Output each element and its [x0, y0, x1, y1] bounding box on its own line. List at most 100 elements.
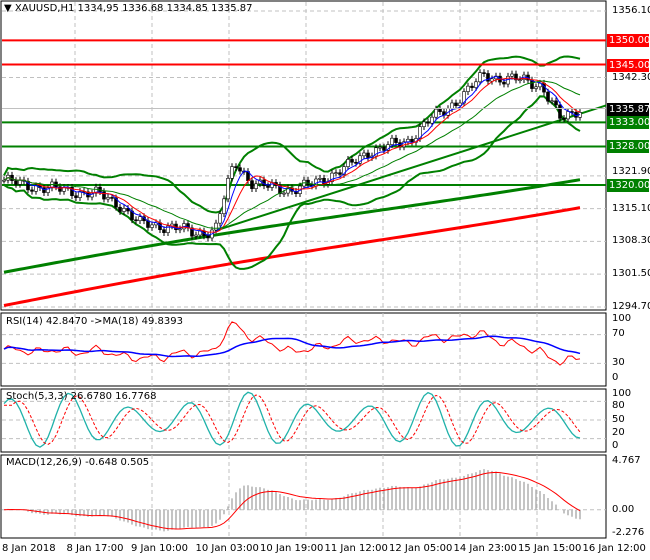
candle-body: [222, 198, 226, 214]
candle-body: [518, 79, 522, 81]
time-axis-label: 11 Jan 12:00: [324, 543, 388, 554]
time-axis-label: 15 Jan 15:00: [518, 543, 582, 554]
candle-body: [470, 85, 474, 88]
candle-body: [230, 166, 234, 179]
stoch-main-line: [3, 391, 581, 448]
current-price-tag: 1335.87: [607, 102, 650, 116]
macd-signal-line: [3, 471, 581, 530]
candle-body: [206, 235, 210, 239]
candle-body: [194, 234, 198, 237]
candle-body: [34, 185, 38, 192]
candle-body: [378, 146, 382, 149]
ohlc-values: 1334,95 1336.68 1334.85 1335.87: [77, 3, 253, 14]
candle-body: [58, 186, 62, 192]
price-axis-label: 1315.10: [612, 202, 650, 214]
candle-body: [422, 121, 426, 127]
candle-body: [350, 159, 354, 163]
candle-body: [14, 180, 18, 185]
time-axis-label: 10 Jan 03:00: [195, 543, 259, 554]
level-tag: 1320.00: [607, 179, 650, 192]
candle-body: [126, 208, 130, 212]
stoch-axis-label: 80: [612, 400, 625, 411]
bollinger-upper: [3, 55, 581, 214]
candle-body: [330, 172, 334, 182]
time-axis-label: 8 Jan 17:00: [66, 543, 124, 554]
bollinger-lower: [3, 95, 581, 270]
candle-body: [558, 104, 562, 119]
rsi-title: RSI(14) 42.8470 ->MA(18) 49.8393: [6, 316, 183, 327]
candle-body: [554, 100, 558, 106]
level-tag: 1333.00: [607, 116, 650, 130]
stoch-axis-label: 50: [612, 414, 625, 425]
rsi-axis-label: 30: [612, 357, 625, 368]
candle-body: [138, 216, 142, 221]
candle-body: [502, 81, 506, 85]
candle-body: [434, 108, 438, 118]
macd-axis-label: -2.276: [612, 527, 645, 538]
candle-body: [294, 191, 298, 194]
macd-axis-label: 4.767: [612, 455, 641, 466]
rsi-ma-line: [3, 335, 581, 358]
rsi-line: [3, 321, 581, 366]
candle-body: [550, 100, 554, 103]
candle-body: [458, 102, 462, 106]
rsi-axis-label: 0: [612, 372, 619, 383]
candle-body: [166, 225, 170, 233]
dropdown-triangle-icon[interactable]: ▼: [4, 3, 12, 14]
candle-body: [342, 166, 346, 175]
candle-body: [466, 85, 470, 92]
price-axis-label: 1342.30: [612, 71, 650, 83]
level-tag: 1328.00: [607, 140, 650, 154]
candle-body: [134, 219, 138, 222]
price-axis-label: 1356.10: [612, 5, 650, 16]
price-axis-label: 1308.30: [612, 235, 650, 247]
candle-body: [478, 72, 482, 83]
stoch-axis-label: 20: [612, 427, 625, 438]
price-axis-label: 1294.70: [612, 300, 650, 312]
candle-body: [334, 172, 338, 174]
candle-body: [214, 222, 218, 231]
candle-body: [18, 179, 22, 185]
candle-body: [250, 180, 254, 189]
candle-body: [338, 172, 342, 175]
ma200-line: [3, 178, 581, 274]
stoch-axis-label: 100: [612, 388, 632, 399]
time-axis-label: 16 Jan 12:00: [582, 543, 646, 554]
candle-body: [546, 91, 550, 102]
candle-body: [534, 86, 538, 89]
candle-body: [70, 187, 74, 196]
candle-body: [114, 197, 118, 208]
candle-body: [362, 152, 366, 157]
candle-body: [426, 121, 430, 124]
candle-body: [486, 73, 490, 82]
candle-body: [562, 118, 566, 120]
candle-body: [410, 138, 414, 143]
candle-body: [482, 72, 486, 74]
candle-body: [366, 152, 370, 158]
candle-body: [254, 183, 258, 189]
macd-axis-label: 0.00: [612, 503, 635, 515]
candle-body: [234, 166, 238, 168]
candle-body: [162, 229, 166, 233]
candle-body: [454, 102, 458, 106]
candle-body: [226, 177, 230, 200]
level-tag: 1350.00: [607, 34, 650, 48]
candle-body: [418, 126, 422, 139]
panel-frame: [0, 454, 607, 539]
candle-body: [450, 102, 454, 109]
level-tag: 1345.00: [607, 58, 650, 72]
candle-body: [110, 197, 114, 199]
candle-body: [94, 186, 98, 194]
candle-body: [390, 137, 394, 145]
candle-body: [394, 137, 398, 143]
panel-frame: [0, 312, 607, 387]
candle-body: [306, 179, 310, 185]
candle-body: [358, 155, 362, 164]
candle-body: [30, 189, 34, 192]
rsi-axis-label: 100: [612, 313, 632, 324]
candle-body: [430, 116, 434, 124]
candle-body: [382, 146, 386, 151]
candle-body: [122, 208, 126, 212]
